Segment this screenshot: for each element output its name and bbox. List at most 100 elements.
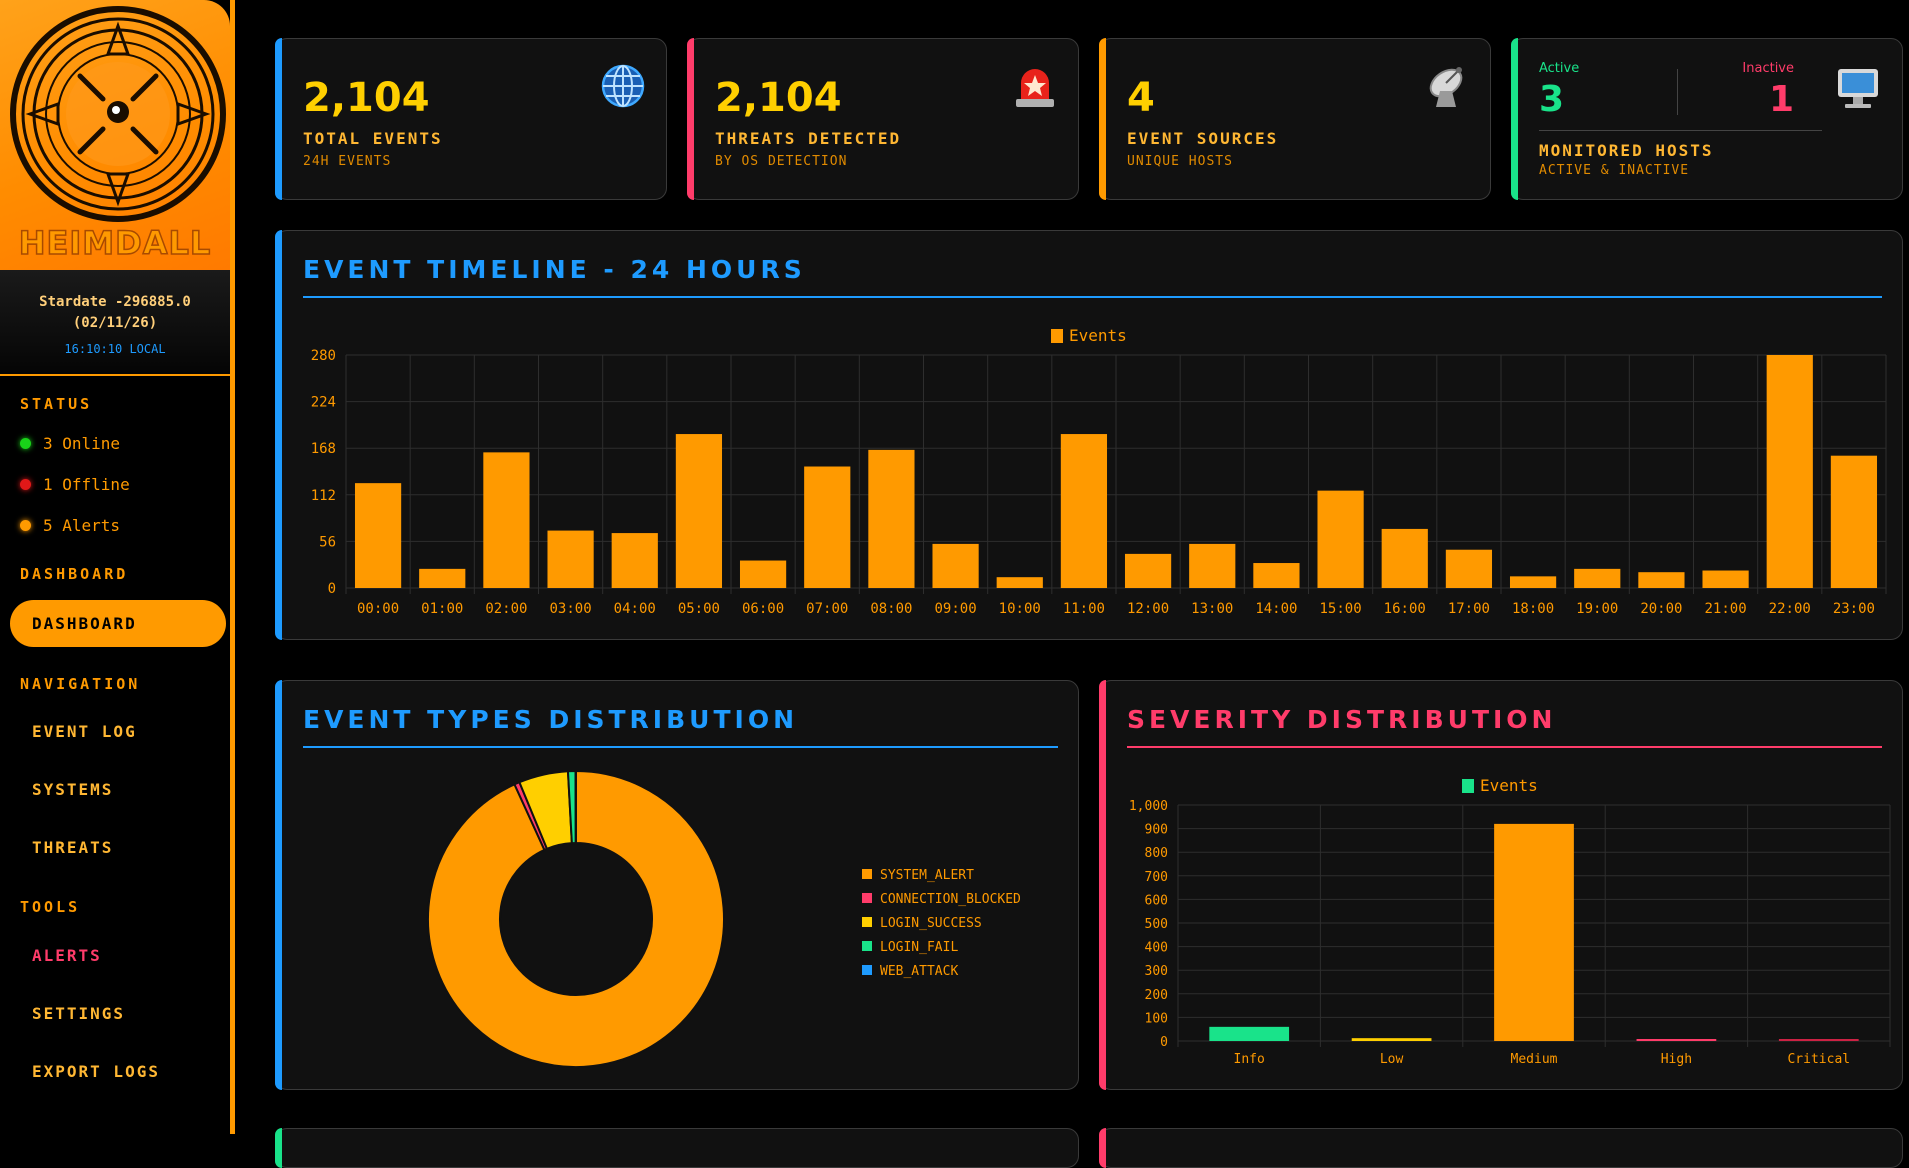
- status-offline-label: 1 Offline: [43, 475, 130, 494]
- sidebar-item-systems[interactable]: SYSTEMS: [32, 780, 113, 799]
- event-sources-sub: UNIQUE HOSTS: [1127, 154, 1233, 169]
- timeline-x-tick: 15:00: [1320, 601, 1362, 617]
- timeline-y-tick: 224: [311, 395, 336, 411]
- event-type-legend-label[interactable]: SYSTEM_ALERT: [880, 868, 974, 883]
- severity-y-tick: 100: [1145, 1011, 1168, 1026]
- timeline-x-tick: 06:00: [742, 601, 784, 617]
- threats-detected-sub: BY OS DETECTION: [715, 154, 847, 169]
- severity-bar[interactable]: [1494, 824, 1574, 1041]
- timeline-bar[interactable]: [1702, 571, 1748, 588]
- navigation-heading: NAVIGATION: [20, 675, 140, 693]
- hosts-active-label: Active: [1539, 61, 1579, 76]
- timeline-bar[interactable]: [1767, 355, 1813, 588]
- status-alerts: 5 Alerts: [20, 516, 120, 535]
- sidebar-item-settings[interactable]: SETTINGS: [32, 1004, 125, 1023]
- timeline-bar[interactable]: [483, 452, 529, 588]
- timeline-x-tick: 16:00: [1384, 601, 1426, 617]
- timeline-legend-label: Events: [1069, 326, 1127, 345]
- severity-chart: Events01002003004005006007008009001,000I…: [1100, 681, 1904, 1091]
- sidebar-item-export-logs[interactable]: EXPORT LOGS: [32, 1062, 160, 1081]
- sidebar-item-threats[interactable]: THREATS: [32, 838, 113, 857]
- severity-y-tick: 700: [1145, 870, 1168, 885]
- sidebar-item-dashboard[interactable]: DASHBOARD: [10, 600, 226, 647]
- timeline-x-tick: 09:00: [935, 601, 977, 617]
- timeline-bar[interactable]: [804, 467, 850, 588]
- timeline-bar[interactable]: [419, 569, 465, 588]
- offline-dot-icon: [20, 479, 31, 490]
- event-sources-card: 4 EVENT SOURCES UNIQUE HOSTS: [1099, 38, 1491, 200]
- threats-detected-card: 2,104 THREATS DETECTED BY OS DETECTION: [687, 38, 1079, 200]
- severity-bar[interactable]: [1779, 1039, 1859, 1041]
- sidebar-item-alerts[interactable]: ALERTS: [32, 946, 102, 965]
- timeline-x-tick: 02:00: [485, 601, 527, 617]
- severity-legend-label: Events: [1480, 776, 1538, 795]
- timeline-bar[interactable]: [1446, 550, 1492, 588]
- timeline-bar[interactable]: [1061, 434, 1107, 588]
- event-type-legend-swatch: [862, 965, 872, 975]
- severity-bar[interactable]: [1637, 1039, 1717, 1041]
- timeline-bar[interactable]: [1574, 569, 1620, 588]
- monitored-hosts-card: Active 3 Inactive 1 MONITORED HOSTS ACTI…: [1511, 38, 1903, 200]
- timeline-bar[interactable]: [612, 533, 658, 588]
- timeline-bar[interactable]: [547, 531, 593, 588]
- timeline-x-tick: 04:00: [614, 601, 656, 617]
- stardate-panel: Stardate -296885.0 (02/11/26) 16:10:10 L…: [0, 270, 230, 376]
- event-type-legend-swatch: [862, 893, 872, 903]
- hosts-divider: [1677, 69, 1678, 115]
- event-type-legend-label[interactable]: LOGIN_FAIL: [880, 940, 958, 955]
- timeline-x-tick: 23:00: [1833, 601, 1875, 617]
- globe-icon: [600, 63, 646, 109]
- timeline-bar[interactable]: [1253, 563, 1299, 588]
- timeline-x-tick: 17:00: [1448, 601, 1490, 617]
- event-type-legend-label[interactable]: CONNECTION_BLOCKED: [880, 892, 1021, 907]
- severity-y-tick: 0: [1160, 1035, 1168, 1050]
- event-type-legend-swatch: [862, 869, 872, 879]
- monitor-icon: [1836, 65, 1880, 111]
- timeline-bar[interactable]: [1189, 544, 1235, 588]
- timeline-bar[interactable]: [868, 450, 914, 588]
- local-time: 16:10:10 LOCAL: [0, 342, 230, 356]
- hosts-active-value: 3: [1539, 79, 1564, 120]
- monitored-hosts-label: MONITORED HOSTS: [1539, 141, 1714, 160]
- logo-panel: HEIMDALL: [0, 0, 230, 270]
- status-heading: STATUS: [20, 395, 92, 413]
- timeline-x-tick: 07:00: [806, 601, 848, 617]
- timeline-bar[interactable]: [1831, 456, 1877, 588]
- timeline-bar[interactable]: [1382, 529, 1428, 588]
- event-type-legend-label[interactable]: LOGIN_SUCCESS: [880, 916, 982, 931]
- severity-legend-swatch: [1462, 779, 1474, 793]
- online-dot-icon: [20, 438, 31, 449]
- timeline-bar[interactable]: [997, 577, 1043, 588]
- timeline-y-tick: 56: [319, 534, 336, 550]
- timeline-bar[interactable]: [740, 561, 786, 588]
- timeline-x-tick: 11:00: [1063, 601, 1105, 617]
- severity-bar[interactable]: [1352, 1038, 1432, 1041]
- timeline-bar[interactable]: [1317, 491, 1363, 588]
- severity-y-tick: 500: [1145, 917, 1168, 932]
- timeline-x-tick: 13:00: [1191, 601, 1233, 617]
- severity-y-tick: 400: [1145, 941, 1168, 956]
- sidebar-item-event-log[interactable]: EVENT LOG: [32, 722, 137, 741]
- bottom-panel-left: [275, 1128, 1079, 1168]
- timeline-bar[interactable]: [355, 483, 401, 588]
- timeline-x-tick: 22:00: [1769, 601, 1811, 617]
- timeline-bar[interactable]: [1510, 576, 1556, 588]
- status-online: 3 Online: [20, 434, 120, 453]
- event-type-legend-label[interactable]: WEB_ATTACK: [880, 964, 958, 979]
- hosts-rule: [1539, 130, 1822, 131]
- severity-y-tick: 800: [1145, 846, 1168, 861]
- severity-bar[interactable]: [1209, 1027, 1289, 1041]
- timeline-bar[interactable]: [932, 544, 978, 588]
- dashboard-heading: DASHBOARD: [20, 565, 128, 583]
- status-alerts-label: 5 Alerts: [43, 516, 120, 535]
- severity-x-tick: Medium: [1511, 1052, 1558, 1067]
- sidebar: HEIMDALL Stardate -296885.0 (02/11/26) 1…: [0, 0, 235, 1134]
- timeline-bar[interactable]: [676, 434, 722, 588]
- timeline-x-tick: 14:00: [1255, 601, 1297, 617]
- timeline-bar[interactable]: [1125, 554, 1171, 588]
- total-events-value: 2,104: [303, 75, 430, 121]
- satellite-dish-icon: [1424, 63, 1470, 109]
- timeline-x-tick: 18:00: [1512, 601, 1554, 617]
- timeline-bar[interactable]: [1638, 572, 1684, 588]
